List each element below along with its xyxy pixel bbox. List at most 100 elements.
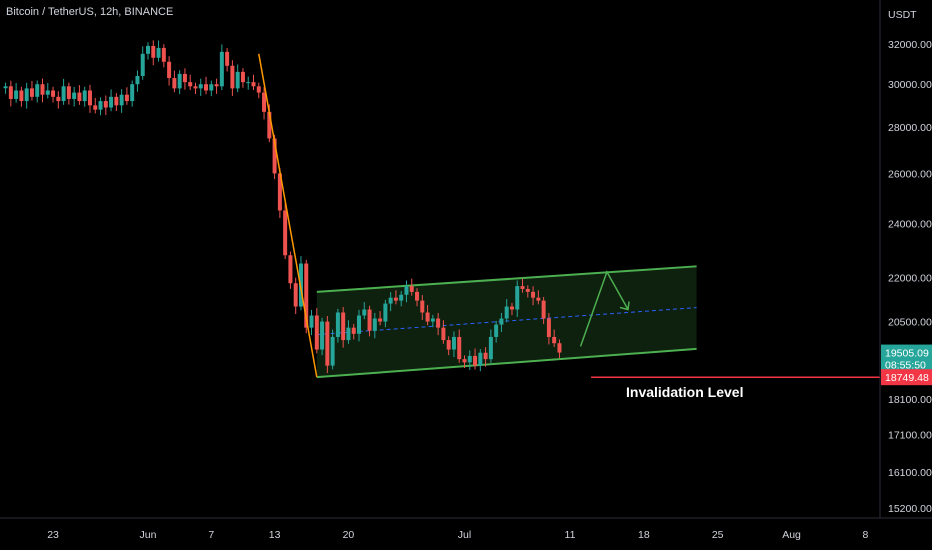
- channel-upper-line[interactable]: [316, 265, 697, 293]
- candle-body: [367, 309, 372, 331]
- candle-body: [61, 86, 66, 102]
- candle-body: [251, 82, 256, 87]
- candle-body: [51, 90, 56, 97]
- time-tick-label: 7: [208, 529, 214, 541]
- candle-body: [262, 92, 267, 112]
- candle-body: [167, 61, 172, 79]
- channel-lower-line[interactable]: [316, 347, 697, 379]
- candle-body: [473, 355, 478, 366]
- candle-body: [393, 297, 398, 301]
- candle-body: [151, 45, 156, 58]
- candle-body: [341, 312, 346, 341]
- time-tick-label: 25: [712, 529, 724, 541]
- candle-body: [246, 82, 251, 84]
- last-price-tag: [881, 344, 932, 373]
- candle-body: [272, 138, 277, 174]
- candle-body: [499, 318, 504, 325]
- candle-body: [235, 71, 240, 89]
- candle-body: [320, 321, 325, 350]
- candle-body: [451, 336, 456, 350]
- candle-body: [520, 286, 525, 289]
- candle-body: [378, 318, 383, 322]
- candle-body: [515, 286, 520, 310]
- candle-body: [172, 78, 177, 89]
- candle-body: [409, 286, 414, 292]
- candle-body: [93, 105, 98, 110]
- candle-body: [283, 210, 288, 256]
- candle-body: [277, 173, 282, 211]
- price-tick-label: 17100.00: [888, 430, 932, 442]
- candle-body: [509, 306, 514, 310]
- candle-body: [19, 90, 24, 102]
- candle-body: [45, 90, 50, 95]
- price-axis[interactable]: 32000.00 30000.00 28000.00 26000.00 24000.00…: [881, 39, 932, 515]
- candle-body: [441, 327, 446, 341]
- candle-body: [182, 73, 187, 83]
- candle-body: [372, 318, 377, 331]
- candle-body: [230, 65, 235, 89]
- candle-body: [304, 263, 309, 328]
- candle-body: [552, 336, 557, 344]
- drawings-group: [258, 53, 630, 378]
- annotations-group: Invalidation Level: [591, 376, 880, 400]
- price-tick-label: 15200.00: [888, 503, 932, 515]
- currency-label: USDT: [888, 9, 917, 21]
- price-tick-label: 18100.00: [888, 394, 932, 406]
- candle-body: [541, 300, 546, 319]
- candle-body: [531, 291, 536, 298]
- candle-body: [525, 288, 530, 292]
- price-tick-label: 30000.00: [888, 79, 932, 91]
- bar-countdown: 08:55:50: [885, 360, 926, 372]
- time-tick-label: 23: [47, 529, 59, 541]
- candle-body: [204, 84, 209, 91]
- time-tick-label: Jun: [140, 529, 157, 541]
- candle-body: [156, 47, 161, 58]
- candle-body: [425, 312, 430, 322]
- candle-body: [462, 359, 467, 363]
- time-tick-label: Jul: [458, 529, 471, 541]
- price-tick-label: 24000.00: [888, 218, 932, 230]
- candle-body: [56, 96, 61, 102]
- candle-body: [351, 327, 356, 334]
- candle-body: [198, 84, 203, 89]
- candle-body: [504, 306, 509, 319]
- invalidation-price-value: 18749.48: [885, 372, 929, 384]
- candle-body: [478, 352, 483, 366]
- candle-body: [335, 312, 340, 337]
- candle-body: [146, 45, 150, 54]
- candle-body: [420, 300, 425, 313]
- candle-body: [188, 82, 193, 87]
- candle-body: [240, 71, 245, 83]
- candle-body: [214, 84, 219, 87]
- candle-body: [135, 75, 140, 85]
- candle-body: [8, 86, 13, 99]
- downtrend-line[interactable]: [258, 53, 318, 378]
- candle-body: [177, 73, 182, 89]
- candle-body: [383, 303, 388, 322]
- candles-group: [3, 40, 562, 374]
- candle-body: [124, 94, 129, 102]
- candle-body: [114, 96, 119, 106]
- invalidation-label: Invalidation Level: [626, 384, 743, 400]
- candle-body: [436, 318, 441, 328]
- candle-body: [3, 86, 8, 89]
- projection-arrow[interactable]: [579, 270, 629, 347]
- time-tick-label: 11: [565, 529, 576, 541]
- candle-body: [98, 101, 103, 110]
- candle-body: [225, 51, 230, 66]
- candle-body: [330, 336, 335, 366]
- candle-body: [267, 111, 272, 139]
- candle-body: [388, 297, 393, 304]
- invalidation-price-tag: [881, 369, 932, 386]
- candle-body: [130, 84, 135, 102]
- time-axis[interactable]: 23 Jun 7 13 20 Jul 11 18 25 Aug 8: [47, 529, 868, 541]
- candle-body: [557, 343, 562, 353]
- candle-body: [77, 92, 82, 102]
- candle-body: [293, 283, 298, 307]
- candle-body: [66, 86, 71, 99]
- symbol-title[interactable]: Bitcoin / TetherUS, 12h, BINANCE: [6, 6, 174, 18]
- candle-body: [546, 318, 551, 337]
- candle-body: [399, 294, 404, 301]
